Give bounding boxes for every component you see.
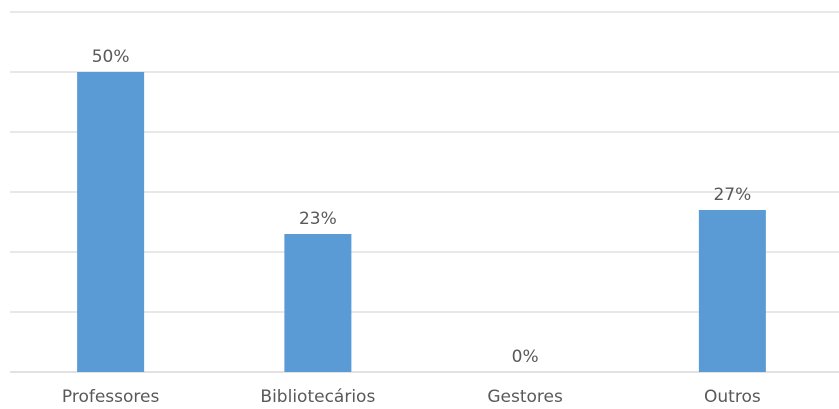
- bar-professores: [77, 72, 145, 372]
- category-label: Outros: [704, 387, 761, 407]
- data-label: 0%: [512, 347, 539, 367]
- gridlines: [10, 11, 839, 373]
- data-label: 50%: [92, 47, 130, 67]
- category-label: Professores: [62, 387, 160, 407]
- bars: [77, 72, 766, 372]
- category-labels: Professores Bibliotecários Gestores Outros: [62, 387, 761, 407]
- data-label: 23%: [299, 209, 337, 229]
- category-label: Gestores: [487, 387, 563, 407]
- bar-outros: [698, 210, 766, 372]
- data-label: 27%: [713, 185, 751, 205]
- category-label: Bibliotecários: [260, 387, 375, 407]
- data-labels: 50% 23% 0% 27%: [92, 47, 752, 367]
- bar-bibliotecarios: [284, 234, 352, 372]
